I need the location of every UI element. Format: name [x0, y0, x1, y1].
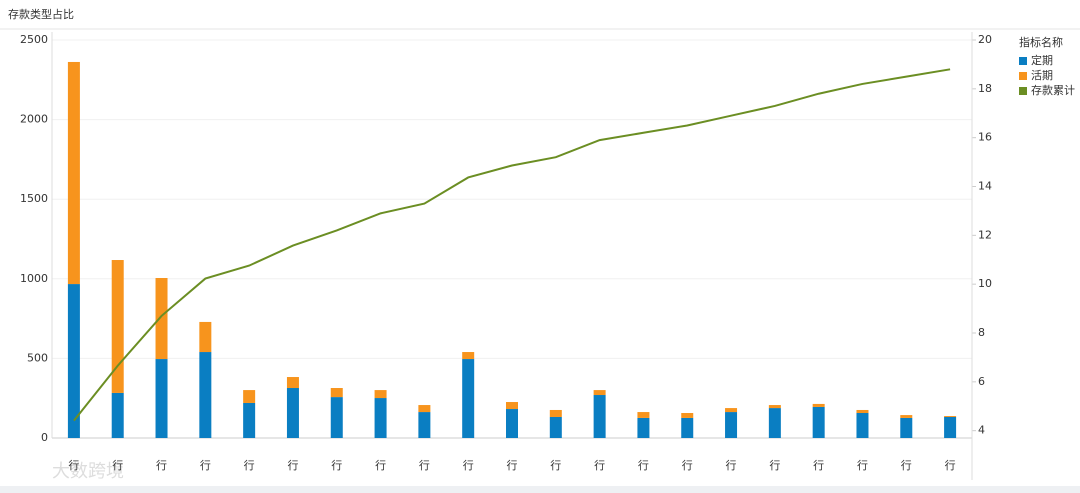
bar — [286, 377, 299, 389]
x-tick-label: 行 — [901, 459, 912, 472]
y2-tick-label: 12 — [978, 228, 992, 241]
bar — [286, 388, 299, 438]
y-tick-label: 0 — [41, 431, 48, 444]
watermark: 大数跨境 — [52, 461, 124, 482]
bar — [812, 403, 825, 407]
bar — [944, 416, 957, 417]
legend-label: 活期 — [1031, 69, 1053, 82]
y-tick-label: 500 — [27, 351, 48, 364]
bar — [637, 417, 650, 438]
y2-tick-label: 4 — [978, 424, 985, 437]
bar — [725, 408, 738, 413]
y2-tick-label: 20 — [978, 33, 992, 46]
x-tick-label: 行 — [726, 459, 737, 472]
bar — [856, 409, 869, 414]
bar — [67, 284, 80, 438]
y2-tick-label: 10 — [978, 277, 992, 290]
bar — [462, 352, 475, 360]
y2-tick-label: 6 — [978, 375, 985, 388]
bar — [549, 409, 562, 417]
y2-tick-label: 16 — [978, 131, 992, 144]
bar — [768, 408, 781, 438]
x-tick-label: 行 — [638, 459, 649, 472]
legend-label: 存款累计 — [1031, 83, 1075, 97]
bar — [67, 61, 80, 285]
bar — [637, 412, 650, 418]
x-tick-label: 行 — [287, 459, 298, 472]
bar — [900, 415, 913, 418]
bar — [374, 398, 387, 438]
legend-swatch — [1019, 57, 1027, 65]
y2-tick-label: 8 — [978, 326, 985, 339]
footer-strip — [0, 486, 1080, 493]
x-tick-label: 行 — [331, 459, 342, 472]
bar — [768, 405, 781, 409]
bar — [330, 388, 343, 398]
bar — [243, 390, 256, 403]
chart-title: 存款类型占比 — [8, 7, 74, 21]
y-tick-label: 2500 — [20, 33, 48, 46]
x-tick-label: 行 — [769, 459, 780, 472]
bar — [593, 390, 606, 396]
x-tick-label: 行 — [68, 459, 79, 472]
bar — [155, 359, 168, 438]
bar — [155, 278, 168, 360]
x-tick-label: 行 — [375, 459, 386, 472]
x-tick-label: 行 — [594, 459, 605, 472]
legend-swatch — [1019, 87, 1027, 95]
bar — [593, 395, 606, 438]
x-tick-label: 行 — [200, 459, 211, 472]
x-tick-label: 行 — [813, 459, 824, 472]
x-tick-label: 行 — [156, 459, 167, 472]
bar — [944, 416, 957, 438]
legend-swatch — [1019, 72, 1027, 80]
x-tick-label: 行 — [945, 459, 956, 472]
bar — [330, 397, 343, 438]
legend-title: 指标名称 — [1019, 35, 1063, 49]
x-tick-label: 行 — [857, 459, 868, 472]
bar — [374, 390, 387, 399]
bar — [549, 416, 562, 438]
bar — [199, 321, 212, 353]
bar — [462, 359, 475, 438]
bar — [199, 352, 212, 438]
x-tick-label: 行 — [682, 459, 693, 472]
bar — [506, 409, 518, 438]
x-tick-label: 行 — [507, 459, 518, 472]
bar — [900, 417, 913, 438]
x-tick-label: 行 — [463, 459, 474, 472]
y-tick-label: 1000 — [20, 272, 48, 285]
bar — [681, 413, 694, 418]
x-tick-label: 行 — [419, 459, 430, 472]
bar — [681, 417, 694, 438]
x-tick-label: 行 — [112, 459, 123, 472]
y2-tick-label: 14 — [978, 180, 992, 193]
line — [73, 68, 951, 422]
bar — [418, 405, 431, 413]
bar — [812, 406, 825, 438]
bar — [856, 413, 869, 438]
bar — [418, 412, 431, 438]
x-tick-label: 行 — [550, 459, 561, 472]
y2-tick-label: 18 — [978, 82, 992, 95]
bar — [111, 260, 124, 393]
bar — [506, 402, 518, 410]
bar — [243, 402, 256, 438]
legend-label: 定期 — [1031, 53, 1053, 67]
y-tick-label: 1500 — [20, 192, 48, 205]
x-tick-label: 行 — [244, 459, 255, 472]
bar — [111, 392, 124, 438]
bar — [725, 412, 738, 438]
y-tick-label: 2000 — [20, 113, 48, 126]
